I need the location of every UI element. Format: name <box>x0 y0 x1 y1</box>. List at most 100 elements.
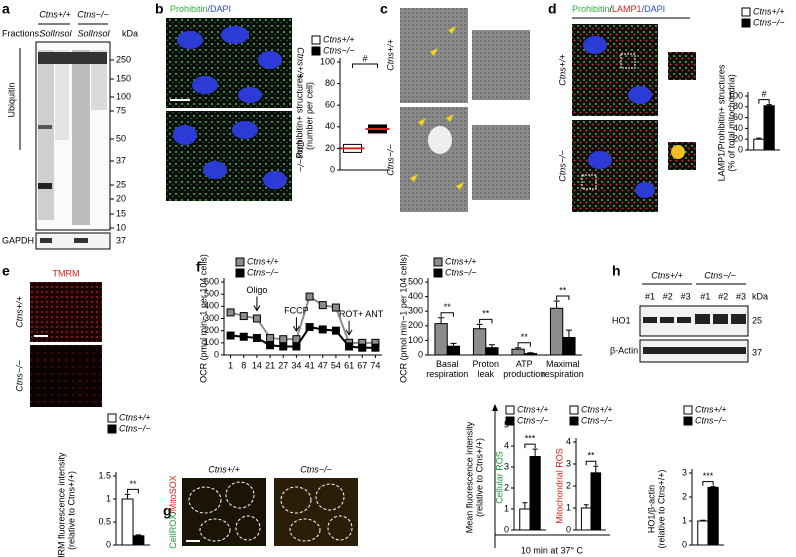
x-tick-label: 21 <box>265 360 275 370</box>
x-tick-label: Proton leak <box>472 359 499 379</box>
row-label: Ctns+/+ <box>385 39 395 71</box>
y-tick-label: 0 <box>738 144 743 154</box>
y-tick-label: 1 <box>682 515 687 525</box>
cell-outlines <box>188 481 353 542</box>
significance-bracket <box>127 488 139 494</box>
y-tick-label: 400 <box>204 301 219 311</box>
significance-bracket <box>758 99 770 104</box>
error-bar <box>593 465 599 473</box>
label-part: MitoSOX <box>168 475 178 511</box>
image-title: Prohibitin/LAMP1/DAPI <box>572 4 665 14</box>
col-label: Ctns+/+ <box>208 464 240 474</box>
y-axis-label: (relative to Ctns+/+) <box>474 438 484 517</box>
marker-label: 75 <box>116 105 126 115</box>
annotation: Oligo <box>246 285 267 295</box>
y-tick-label: 60 <box>325 100 335 110</box>
lane-label: #1 <box>645 291 655 301</box>
legend-label: Ctns+/+ <box>753 6 785 16</box>
row-label: HO1 <box>612 315 631 325</box>
legend-swatch <box>505 416 515 426</box>
legend-swatch <box>107 424 117 434</box>
label-part: CellROX <box>168 514 178 549</box>
annotation-arrow <box>253 296 261 312</box>
band <box>38 52 107 64</box>
row-label: Ctns−/− <box>14 360 24 392</box>
title-part: /DAPI <box>208 4 232 14</box>
lane-label: #2 <box>718 291 728 301</box>
point <box>305 323 314 332</box>
bar <box>121 498 134 546</box>
y-tick-label: 40 <box>733 123 743 133</box>
row-label: β-Actin <box>610 345 638 355</box>
panel-letter: b <box>155 1 164 17</box>
x-tick-label: 67 <box>357 360 367 370</box>
micrograph <box>30 345 102 407</box>
genotype-label: Ctns−/− <box>77 9 109 19</box>
y-tick-label: 100 <box>320 56 335 66</box>
legend-label: Ctns+/+ <box>695 404 727 414</box>
point <box>371 343 380 352</box>
micrograph <box>30 282 102 342</box>
x-tick-label: 74 <box>370 360 380 370</box>
antibody-label: Ubiquitin <box>6 82 16 117</box>
legend-swatch <box>741 18 751 28</box>
error-bar <box>766 104 772 106</box>
micrograph <box>400 107 468 212</box>
y-tick-label: 0 <box>106 539 111 549</box>
bar <box>523 353 538 356</box>
panel-letter: f <box>196 259 201 275</box>
panel-letter: h <box>612 263 621 279</box>
marker-label: 25 <box>752 315 762 325</box>
significance-bracket <box>352 63 378 68</box>
x-tick-label: Maximal respiration <box>542 359 584 379</box>
micrograph <box>182 478 266 546</box>
significance-label: ** <box>444 302 452 312</box>
legend-label: Ctns+/+ <box>119 412 151 422</box>
band <box>74 238 88 243</box>
annotation-arrow <box>292 317 300 333</box>
row-label: Ctns−/− <box>296 140 306 172</box>
error-bar <box>583 504 589 508</box>
y-axis-label: (relative to Ctns+/+) <box>656 469 666 548</box>
row-label: Ctns−/− <box>557 150 567 182</box>
point <box>292 342 301 351</box>
y-tick-label: 80 <box>325 78 335 88</box>
y-axis-label: (% of total mitochondria) <box>726 74 736 172</box>
legend-label: Ctns−/− <box>753 17 785 27</box>
micrograph <box>572 120 658 212</box>
point <box>266 341 275 350</box>
band <box>38 183 52 189</box>
y-tick-label: 600 <box>204 276 219 286</box>
point <box>239 332 248 341</box>
y-tick-label: 100 <box>728 90 743 100</box>
label-line: Maximal <box>546 359 580 369</box>
error-bar <box>476 323 483 329</box>
y-axis-label: OCR (pmol min−1 per 104 cells) <box>198 254 208 383</box>
label-line: respiration <box>542 369 584 379</box>
y-tick-label: 2 <box>682 491 687 501</box>
error-bar <box>488 344 495 348</box>
legend-swatch <box>311 46 321 56</box>
y-tick-label: 0 <box>418 349 423 359</box>
arrowheads <box>410 26 464 190</box>
row-label: Ctns−/− <box>385 144 395 176</box>
marker-label: 250 <box>116 54 131 64</box>
title-part: /DAPI <box>642 4 666 14</box>
legend-swatch <box>683 405 693 415</box>
point <box>358 343 367 352</box>
point <box>305 292 314 301</box>
label-line: Proton <box>472 359 499 369</box>
legend-label: Ctns+/+ <box>581 404 613 414</box>
x-tick-label: 54 <box>331 360 341 370</box>
bar <box>511 348 525 356</box>
significance-label: ** <box>129 479 137 489</box>
point <box>226 308 235 317</box>
error-bar <box>450 342 457 347</box>
lane-label: #1 <box>700 291 710 301</box>
label-line: production <box>503 369 545 379</box>
significance-label: *** <box>703 471 714 481</box>
error-bar <box>515 347 522 350</box>
bar <box>763 105 775 151</box>
y-tick-label: 0 <box>682 539 687 549</box>
